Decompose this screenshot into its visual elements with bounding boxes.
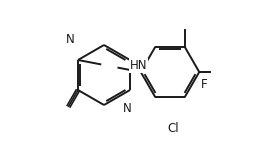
Text: F: F bbox=[201, 78, 207, 90]
Text: HN: HN bbox=[130, 59, 147, 72]
Text: Cl: Cl bbox=[167, 122, 179, 135]
Text: N: N bbox=[66, 33, 75, 46]
Text: N: N bbox=[123, 102, 132, 115]
